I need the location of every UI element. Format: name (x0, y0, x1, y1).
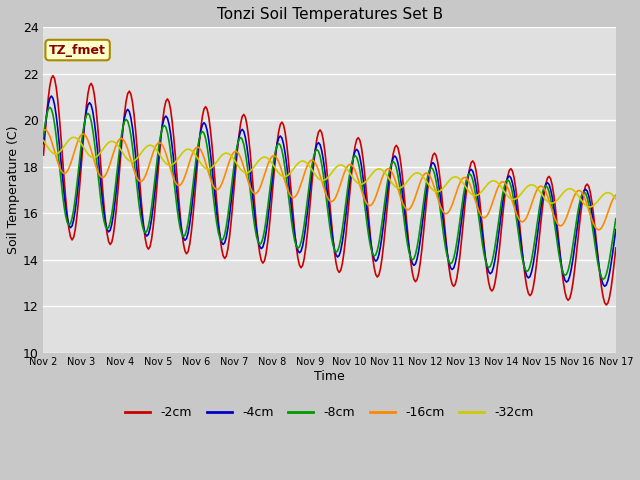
-2cm (386, 175, 394, 180)
X-axis label: Time: Time (314, 370, 345, 383)
-2cm (612, 245, 620, 251)
-2cm (543, 175, 551, 181)
-16cm (612, 192, 620, 198)
-32cm (148, 143, 156, 148)
-8cm (367, 246, 375, 252)
-16cm (148, 154, 156, 160)
-32cm (399, 183, 406, 189)
-32cm (612, 196, 620, 202)
-16cm (57, 168, 65, 173)
-4cm (57, 158, 65, 164)
-32cm (586, 204, 594, 210)
-8cm (46, 105, 54, 110)
Y-axis label: Soil Temperature (C): Soil Temperature (C) (7, 126, 20, 254)
-2cm (367, 240, 375, 245)
-16cm (386, 167, 394, 172)
-8cm (612, 216, 620, 222)
Line: -4cm: -4cm (44, 96, 616, 286)
Text: TZ_fmet: TZ_fmet (49, 44, 106, 57)
-8cm (599, 276, 607, 282)
-32cm (56, 149, 63, 155)
-16cm (595, 227, 602, 233)
-8cm (57, 177, 65, 183)
-32cm (40, 137, 47, 143)
-4cm (399, 193, 406, 199)
Line: -8cm: -8cm (44, 108, 616, 279)
-32cm (70, 134, 77, 140)
-16cm (367, 203, 375, 208)
-2cm (148, 236, 156, 242)
-32cm (386, 177, 394, 183)
-8cm (543, 184, 551, 190)
-2cm (40, 152, 47, 158)
-8cm (40, 133, 47, 139)
-8cm (399, 207, 406, 213)
-2cm (49, 73, 57, 79)
-2cm (399, 177, 406, 183)
-16cm (40, 127, 47, 133)
Line: -32cm: -32cm (44, 137, 616, 207)
-4cm (40, 141, 47, 146)
-8cm (386, 165, 394, 171)
-4cm (386, 168, 394, 174)
-4cm (612, 227, 620, 232)
-32cm (543, 199, 551, 204)
Title: Tonzi Soil Temperatures Set B: Tonzi Soil Temperatures Set B (216, 7, 443, 22)
-16cm (543, 193, 551, 199)
-4cm (47, 93, 55, 99)
-32cm (367, 172, 375, 178)
-16cm (41, 127, 49, 132)
Line: -2cm: -2cm (44, 76, 616, 305)
Line: -16cm: -16cm (44, 130, 616, 230)
Legend: -2cm, -4cm, -8cm, -16cm, -32cm: -2cm, -4cm, -8cm, -16cm, -32cm (120, 401, 539, 424)
-2cm (57, 134, 65, 140)
-4cm (148, 216, 156, 222)
-4cm (601, 283, 609, 289)
-8cm (148, 204, 156, 210)
-16cm (399, 201, 406, 206)
-4cm (367, 241, 375, 247)
-4cm (543, 180, 551, 185)
-2cm (602, 302, 610, 308)
